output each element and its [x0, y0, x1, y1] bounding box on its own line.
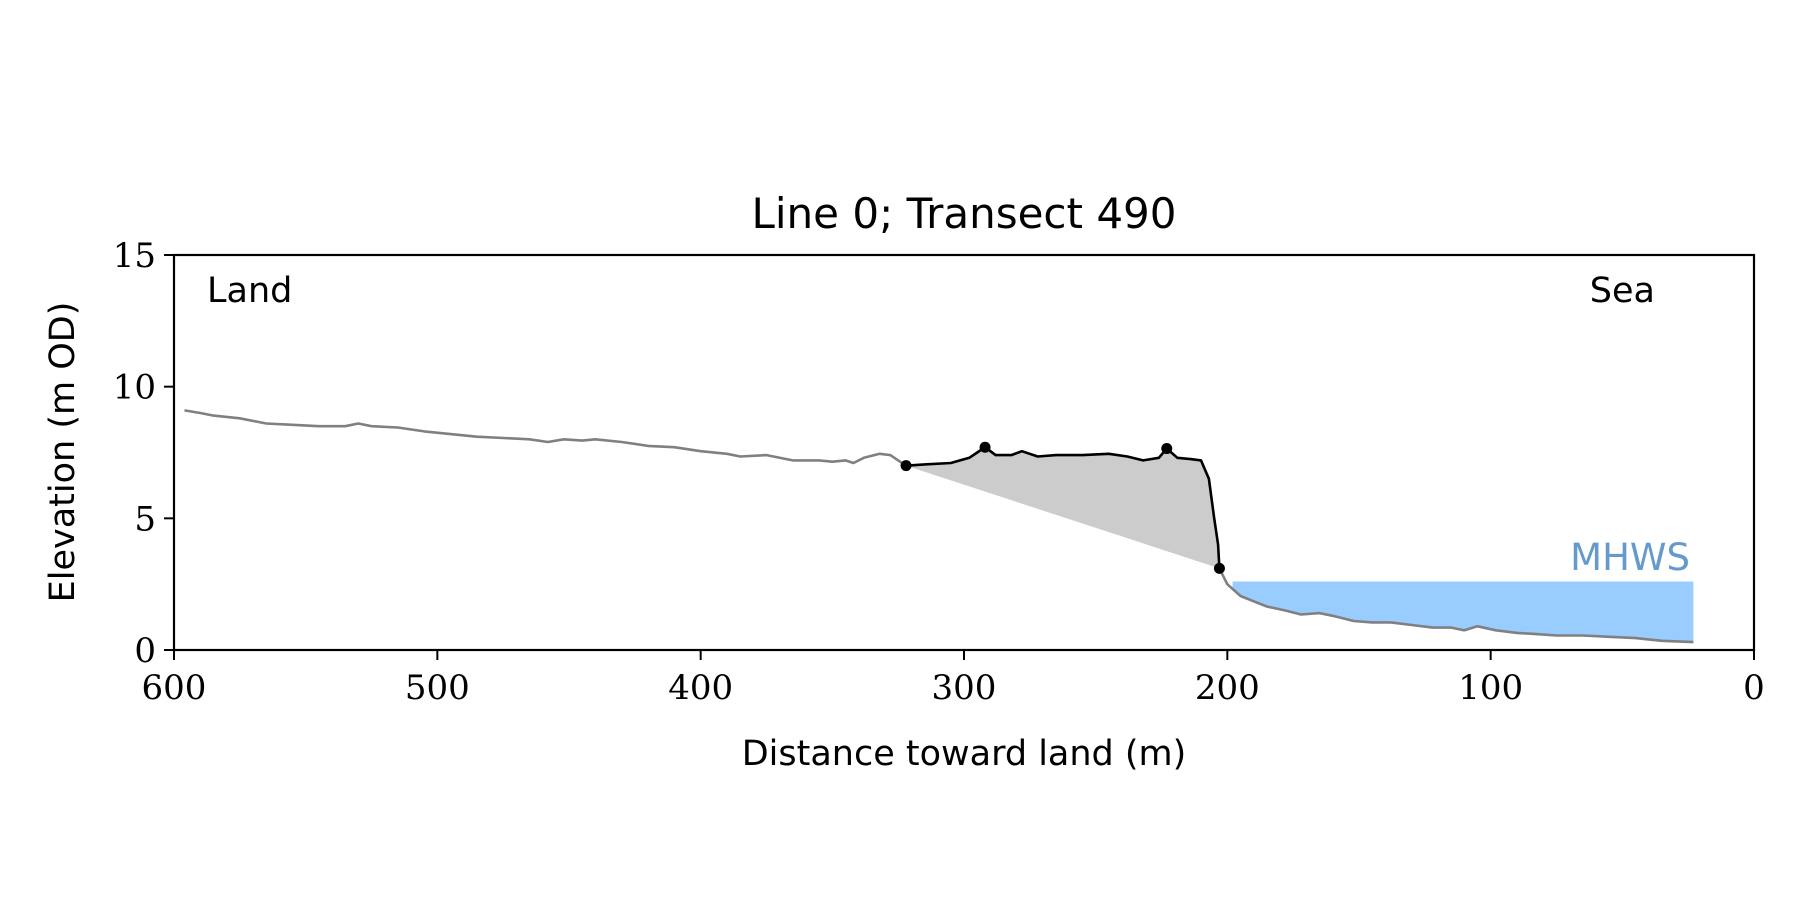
y-tick-label: 15 [113, 236, 156, 276]
mhws-water-area [1232, 581, 1694, 643]
x-tick-label: 600 [142, 668, 207, 708]
sea-annotation: Sea [1590, 271, 1655, 311]
feature-marker [900, 460, 912, 472]
plot-layer [184, 409, 1694, 644]
y-axis-label: Elevation (m OD) [43, 302, 83, 603]
feature-marker [979, 441, 991, 453]
y-axis-ticks: 0 5 10 15 [113, 236, 174, 671]
x-tick-label: 200 [1195, 668, 1260, 708]
y-tick-label: 10 [113, 368, 156, 408]
x-axis-ticks: 600 500 400 300 200 100 0 [142, 650, 1765, 708]
feature-shaded-area [906, 447, 1220, 569]
dune-feature-line [906, 445, 1221, 569]
x-tick-label: 100 [1458, 668, 1523, 708]
nearshore-profile-line [1218, 567, 1694, 644]
feature-marker [1161, 443, 1173, 455]
chart-title: Line 0; Transect 490 [751, 189, 1176, 238]
y-tick-label: 0 [134, 631, 156, 671]
x-tick-label: 400 [668, 668, 733, 708]
terrain-profile-line [184, 409, 907, 467]
x-axis-label: Distance toward land (m) [742, 734, 1187, 774]
y-tick-label: 5 [134, 499, 156, 539]
x-tick-label: 0 [1743, 668, 1765, 708]
x-tick-label: 500 [405, 668, 470, 708]
mhws-label: MHWS [1570, 536, 1690, 579]
land-annotation: Land [207, 271, 292, 311]
feature-marker [1213, 562, 1225, 574]
x-tick-label: 300 [932, 668, 997, 708]
